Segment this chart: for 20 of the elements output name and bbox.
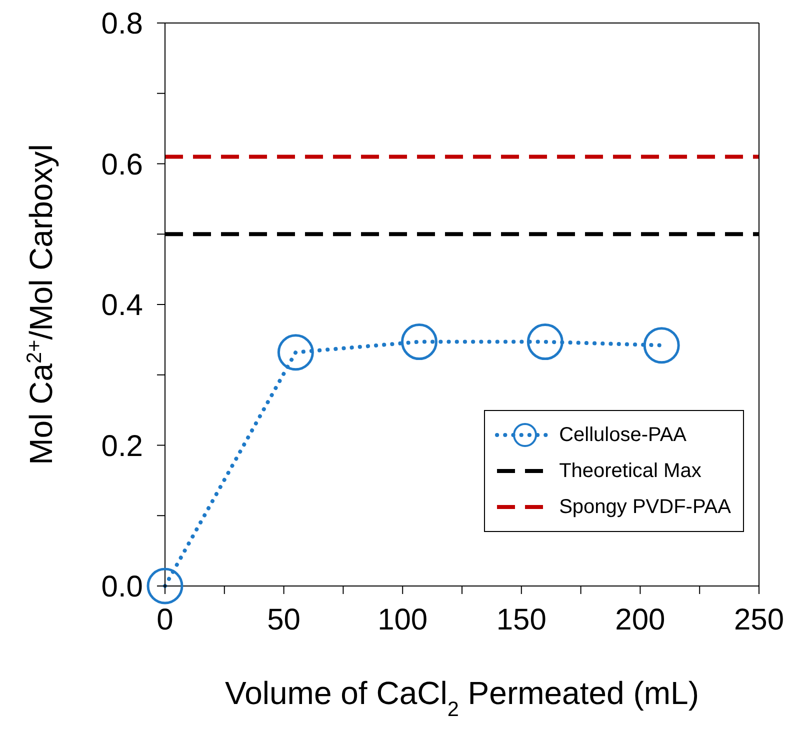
- y-tick-label: 0.6: [101, 148, 143, 182]
- legend-label: Spongy PVDF-PAA: [559, 496, 731, 518]
- x-tick-label: 100: [378, 603, 428, 636]
- point: [277, 334, 314, 371]
- legend-label: Cellulose-PAA: [559, 424, 687, 446]
- x-axis-title: Volume of CaCl$_{2}$ Permeated (mL): [225, 675, 699, 720]
- x-tick-label: 150: [496, 603, 546, 636]
- point: [146, 568, 184, 604]
- y-tick-label: 0.8: [101, 8, 143, 41]
- x-tick-label: 200: [615, 603, 666, 636]
- point: [526, 324, 564, 360]
- legend-label: Theoretical Max: [559, 460, 702, 482]
- x-tick-label: 250: [734, 603, 784, 636]
- point: [400, 324, 438, 360]
- x-tick-label: 50: [267, 603, 300, 636]
- y-tick-label: 0.0: [101, 570, 143, 604]
- x-tick-label: 0: [156, 603, 174, 636]
- y-tick-label: 0.2: [101, 430, 143, 463]
- y-tick-label: 0.4: [101, 289, 143, 322]
- point: [643, 327, 680, 364]
